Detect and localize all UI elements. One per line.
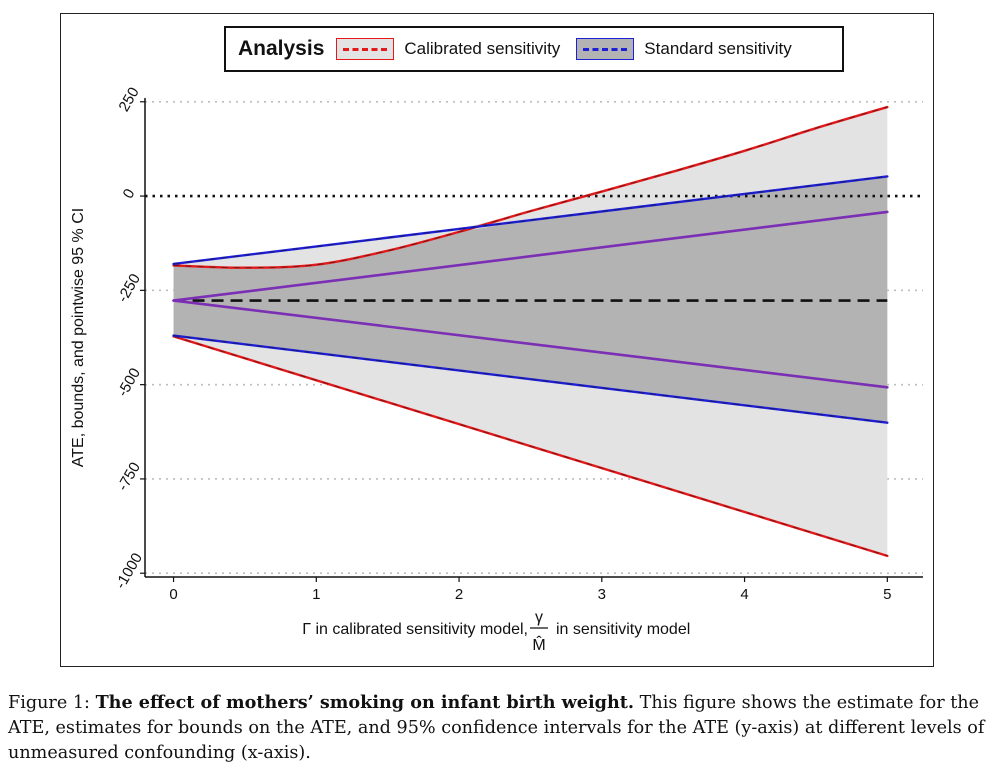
x-axis-title-tail: in sensitivity model [556, 621, 690, 638]
legend-label-standard: Standard sensitivity [644, 39, 792, 58]
x-axis-title-frac-den: M̂ [532, 634, 545, 654]
figure-caption: Figure 1: The effect of mothers’ smoking… [8, 690, 993, 766]
y-tick-label-1: 0 [120, 186, 139, 202]
x-tick-label-2: 2 [455, 586, 463, 603]
caption-label: Figure 1: [8, 693, 90, 713]
legend-key-calibrated [336, 38, 395, 60]
series-standard-lower [172, 334, 889, 424]
y-tick-label-3: -500 [114, 365, 144, 400]
series-calibrated-upper-dash [173, 106, 888, 269]
chart: 0 1 2 3 4 5 250 0 -250 -500 -750 -1000 ATE, bounds, … [70, 84, 923, 654]
legend-key-standard [576, 38, 635, 60]
legend-label-calibrated: Calibrated sensitivity [404, 39, 561, 58]
x-axis-title: Γ in calibrated sensitivity model, γ M̂ in … [302, 609, 690, 654]
caption-title: The effect of mothers’ smoking on infant… [95, 692, 635, 713]
y-tick-label-2: -250 [114, 271, 144, 306]
y-tick-label-0: 250 [115, 84, 142, 114]
x-tick-label-5: 5 [883, 586, 891, 603]
fill-layer [173, 107, 888, 556]
y-tick-label-5: -1000 [112, 550, 146, 592]
line-layer [145, 105, 923, 558]
series-standard-upper [172, 175, 889, 266]
series-bound-lower [172, 299, 889, 389]
legend: Analysis Calibrated sensitivity Standard… [224, 26, 844, 72]
y-tick-label-4: -750 [114, 459, 144, 494]
legend-title: Analysis [238, 37, 325, 60]
x-axis-title-main: Γ in calibrated sensitivity model, [302, 621, 528, 638]
caption-text: This figure shows the estimate for the A… [8, 693, 985, 763]
y-axis-title: ATE, bounds, and pointwise 95 % CI [70, 208, 87, 467]
x-tick-label-3: 3 [598, 586, 606, 603]
x-tick-label-1: 1 [312, 586, 320, 603]
series-bound-upper [172, 210, 889, 302]
x-tick-label-4: 4 [740, 586, 748, 603]
ci-band-inner [173, 176, 888, 423]
x-tick-label-0: 0 [169, 586, 177, 603]
series-calibrated-lower-dash [173, 335, 888, 557]
figure-frame: 0 1 2 3 4 5 250 0 -250 -500 -750 -1000 ATE, bounds, … [60, 13, 934, 667]
x-axis-title-frac-num: γ [535, 609, 543, 626]
